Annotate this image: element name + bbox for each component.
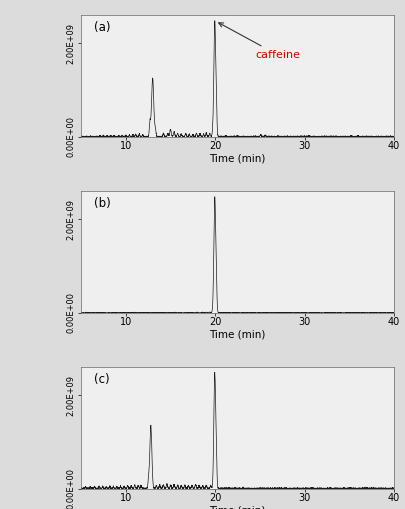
Text: (b): (b) — [94, 197, 110, 210]
Text: (c): (c) — [94, 373, 109, 386]
X-axis label: Time (min): Time (min) — [209, 330, 265, 340]
X-axis label: Time (min): Time (min) — [209, 154, 265, 163]
X-axis label: Time (min): Time (min) — [209, 505, 265, 509]
Text: (a): (a) — [94, 21, 110, 34]
Text: caffeine: caffeine — [218, 23, 300, 60]
